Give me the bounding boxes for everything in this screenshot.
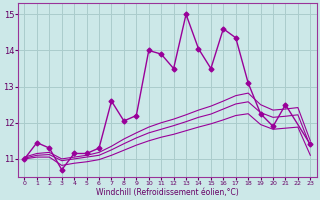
X-axis label: Windchill (Refroidissement éolien,°C): Windchill (Refroidissement éolien,°C) [96,188,239,197]
